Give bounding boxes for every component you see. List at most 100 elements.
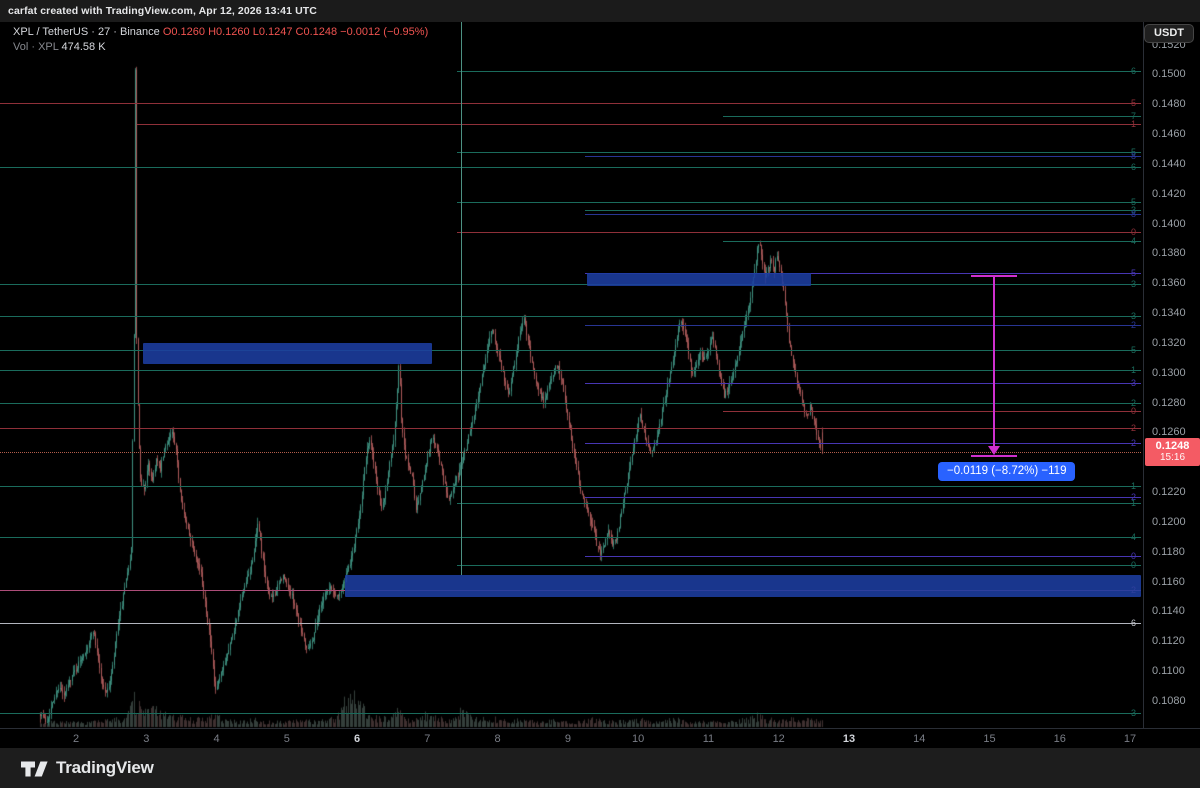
price-level-line-label: 4 xyxy=(1130,236,1136,246)
price-tick-label: 0.1300 xyxy=(1152,366,1186,379)
price-level-line[interactable] xyxy=(0,350,1141,351)
price-level-line[interactable] xyxy=(585,325,1141,326)
currency-toggle-button[interactable]: USDT xyxy=(1144,24,1194,43)
price-level-line[interactable] xyxy=(137,124,1141,125)
price-level-line[interactable] xyxy=(0,713,1141,714)
price-tick-label: 0.1120 xyxy=(1152,635,1185,648)
chart-plot-area[interactable]: 65715865380453325132022121400263 −0.0119… xyxy=(0,22,1143,728)
time-tick-label: 5 xyxy=(283,733,290,745)
price-level-line-label: 1 xyxy=(1130,481,1136,491)
price-level-line-label: 3 xyxy=(1130,279,1136,289)
time-tick-label: 6 xyxy=(354,733,361,745)
attribution-text: carfat created with TradingView.com, Apr… xyxy=(8,5,317,17)
time-tick-label: 13 xyxy=(842,733,856,745)
price-level-line-label: 3 xyxy=(1130,378,1136,388)
price-level-line[interactable] xyxy=(457,152,1141,153)
price-level-line-label: 0 xyxy=(1130,406,1136,416)
measure-arrowhead-icon xyxy=(988,446,1000,455)
price-level-line[interactable] xyxy=(0,486,1141,487)
price-level-line[interactable] xyxy=(0,167,1141,168)
time-tick-label: 12 xyxy=(772,733,785,745)
price-level-line-label: 5 xyxy=(1130,268,1136,278)
bar-countdown: 15:16 xyxy=(1159,452,1186,463)
price-level-line[interactable] xyxy=(457,202,1141,203)
price-level-line-label: 2 xyxy=(1130,398,1136,408)
price-tick-label: 0.1480 xyxy=(1152,98,1186,111)
time-tick-label: 9 xyxy=(564,733,571,745)
time-tick-label: 7 xyxy=(424,733,431,745)
price-level-line[interactable] xyxy=(0,403,1141,404)
price-tick-label: 0.1160 xyxy=(1152,575,1185,588)
price-tick-label: 0.1320 xyxy=(1152,336,1186,349)
price-level-line[interactable] xyxy=(0,103,1141,104)
price-level-line-label: 6 xyxy=(1130,162,1136,172)
price-level-line[interactable] xyxy=(585,214,1141,215)
price-level-line-label: 1 xyxy=(1130,365,1136,375)
price-level-line[interactable] xyxy=(585,443,1141,444)
price-tick-label: 0.1380 xyxy=(1152,247,1186,260)
price-level-line-label: 1 xyxy=(1130,498,1136,508)
price-level-line-label: 6 xyxy=(1130,618,1136,628)
volume-study-value: 474.58 K xyxy=(61,41,106,53)
price-level-line[interactable] xyxy=(585,273,1141,274)
price-level-line[interactable] xyxy=(723,411,1141,412)
price-tick-label: 0.1520 xyxy=(1152,38,1186,51)
price-level-line[interactable] xyxy=(723,116,1141,117)
supply-demand-zone-box[interactable] xyxy=(143,343,432,364)
price-tick-label: 0.1440 xyxy=(1152,157,1186,170)
price-level-line-label: 3 xyxy=(1130,205,1136,215)
price-level-line[interactable] xyxy=(457,232,1141,233)
price-level-line[interactable] xyxy=(585,556,1141,557)
vertical-line-drawing[interactable] xyxy=(461,22,462,575)
measure-stem[interactable] xyxy=(993,275,995,447)
candlestick-volume-canvas[interactable] xyxy=(0,22,1143,728)
price-level-line[interactable] xyxy=(0,370,1141,371)
price-tick-label: 0.1420 xyxy=(1152,187,1186,200)
price-level-line[interactable] xyxy=(585,156,1141,157)
measure-label[interactable]: −0.0119 (−8.72%) −119 xyxy=(938,462,1076,481)
volume-study-label[interactable]: Vol · XPL xyxy=(13,41,59,53)
price-level-line[interactable] xyxy=(723,241,1141,242)
symbol-title[interactable]: XPL / TetherUS · 27 · Binance xyxy=(13,26,160,38)
price-level-line-label: 0 xyxy=(1130,551,1136,561)
price-level-line-label: 5 xyxy=(1130,98,1136,108)
supply-demand-zone-box[interactable] xyxy=(587,273,811,286)
time-tick-label: 11 xyxy=(702,733,715,745)
price-level-line-label: 5 xyxy=(1130,345,1136,355)
supply-demand-zone-box[interactable] xyxy=(345,575,1141,597)
price-level-line[interactable] xyxy=(585,383,1141,384)
price-tick-label: 0.1080 xyxy=(1152,695,1186,707)
time-axis[interactable]: 2 3 4 5 6 7 8 9 10 11 12 13 14 15 16 17 xyxy=(0,728,1200,748)
price-axis[interactable]: 0.1520 0.1500 0.1480 0.1460 0.1440 0.1420 0.14… xyxy=(1143,22,1200,748)
price-level-line[interactable] xyxy=(0,428,1141,429)
price-level-line[interactable] xyxy=(0,284,1141,285)
tradingview-logo[interactable]: TradingView xyxy=(20,756,154,781)
price-tick-label: 0.1180 xyxy=(1152,545,1185,558)
price-level-line-label: 7 xyxy=(1130,111,1136,121)
price-level-line-label: 2 xyxy=(1130,320,1136,330)
price-level-line[interactable] xyxy=(0,537,1141,538)
price-level-line-label: 4 xyxy=(1130,532,1136,542)
price-level-line[interactable] xyxy=(457,503,1141,504)
ohlc-values: O0.1260 H0.1260 L0.1247 C0.1248 −0.0012 … xyxy=(162,26,429,38)
price-level-line-label: 8 xyxy=(1130,209,1136,219)
price-level-line[interactable] xyxy=(585,497,1141,498)
price-level-line[interactable] xyxy=(585,210,1141,211)
price-level-line-label: 3 xyxy=(1130,311,1136,321)
time-tick-label: 16 xyxy=(1053,733,1066,745)
price-tick-label: 0.1100 xyxy=(1152,665,1185,678)
time-tick-label: 4 xyxy=(213,733,220,745)
last-price-label: 0.1248 15:16 xyxy=(1145,438,1200,466)
price-tick-label: 0.1220 xyxy=(1152,486,1186,499)
tradingview-logo-icon xyxy=(21,761,48,776)
price-level-line-label: 5 xyxy=(1130,197,1136,207)
price-level-line[interactable] xyxy=(457,565,1141,566)
measure-bottom-bar[interactable] xyxy=(971,455,1017,457)
time-tick-label: 3 xyxy=(143,733,150,745)
symbol-legend[interactable]: XPL / TetherUS · 27 · Binance O0.1260 H0… xyxy=(13,25,428,55)
price-level-line[interactable] xyxy=(0,623,1141,624)
price-level-line[interactable] xyxy=(457,71,1141,72)
price-level-line[interactable] xyxy=(0,316,1141,317)
price-tick-label: 0.1140 xyxy=(1152,605,1185,618)
